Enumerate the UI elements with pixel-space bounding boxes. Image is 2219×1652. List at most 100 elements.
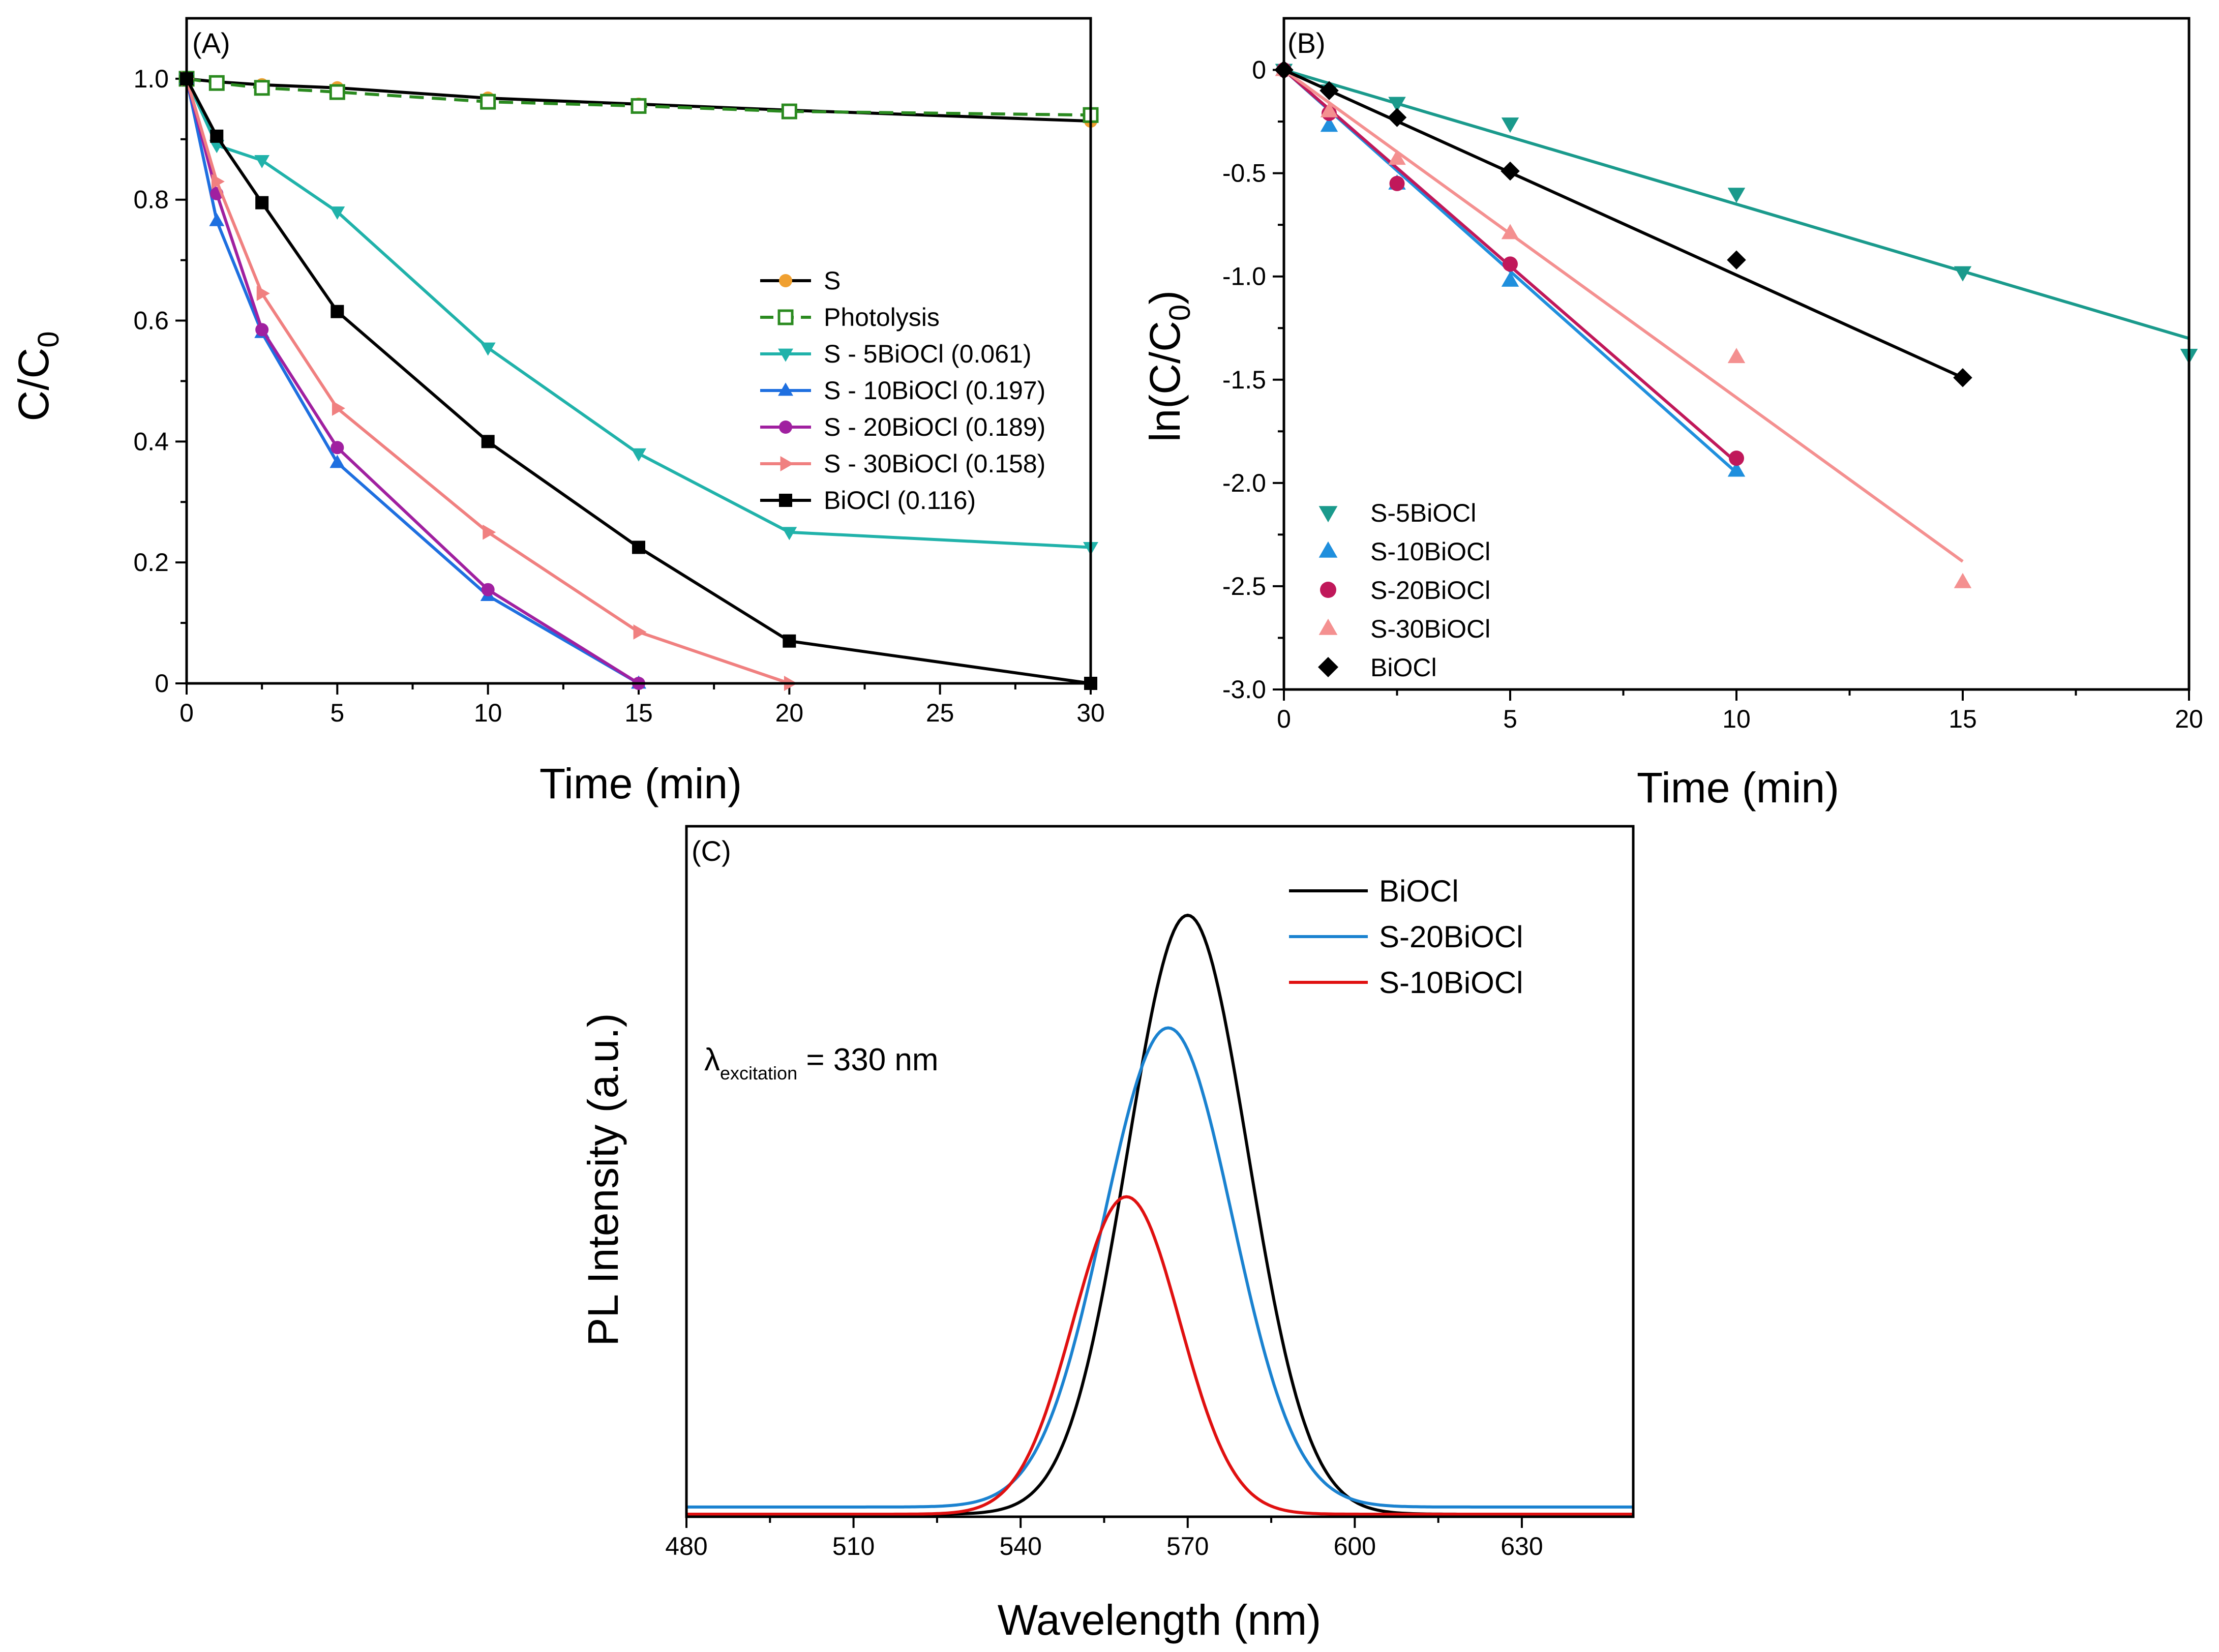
panel-b-S-20BiOCl-point (1389, 175, 1405, 191)
panel-a-BiOCl-point (210, 129, 224, 143)
panel-a-Photolysis-point (254, 80, 270, 96)
panel-b-BiOCl-point (1953, 368, 1972, 387)
legend-marker (777, 309, 794, 325)
panel-b-xtick-label: 0 (1277, 705, 1291, 733)
legend-label: Photolysis (824, 303, 940, 332)
panel-b: ln(C/C0) Time (min) 0 5 10 15 20 0 -0.5 -1.0 -1.… (1141, 17, 2203, 812)
panel-b-xtick-label: 10 (1722, 705, 1751, 733)
panel-b-BiOCl-point (1727, 250, 1746, 269)
legend-marker (778, 382, 793, 396)
panel-a-xtick-label: 10 (474, 699, 502, 727)
panel-a-Photolysis-point (329, 84, 345, 100)
panel-a-ylabel: C/C0 (10, 332, 65, 422)
panel-a-ytick-label: 0 (155, 669, 169, 698)
panel-a: C/C0 Time (min) 0 5 10 15 20 25 30 0 0.2 0.4 0.6 0.… (10, 17, 1105, 807)
panel-c-xtick-label: 600 (1334, 1532, 1376, 1560)
panel-a-xtick-label: 5 (330, 699, 344, 727)
panel-a-S-30BiOCl-point (256, 286, 270, 301)
panel-a-BiOCl-point (481, 435, 495, 448)
panel-b-S-20BiOCl-point (1503, 256, 1518, 272)
panel-c-xtick-label: 630 (1501, 1532, 1543, 1560)
legend-label: BiOCl (0.116) (824, 486, 976, 515)
panel-c-xtick-label: 510 (832, 1532, 875, 1560)
panel-b-S-20BiOCl-point (1729, 450, 1744, 466)
panel-b-S-30BiOCl-point (1388, 149, 1406, 165)
legend-label: BiOCl (1379, 874, 1459, 908)
panel-a-xtick-label: 0 (179, 699, 194, 727)
panel-c: PL Intensity (a.u.) Wavelength (nm) 480 5… (579, 825, 1635, 1644)
panel-b-S-30BiOCl-point (1501, 224, 1519, 239)
panel-b-S-10BiOCl-point (1501, 271, 1519, 287)
panel-a-BiOCl-point (632, 540, 645, 554)
panel-c-xlabel: Wavelength (nm) (998, 1596, 1321, 1644)
legend-label: S-5BiOCl (1370, 499, 1476, 527)
panel-c-curve-S-10BiOCl (686, 1195, 1633, 1516)
panel-b-ytick-label: -1.5 (1222, 366, 1266, 394)
panel-b-S-10BiOCl-point (1320, 116, 1338, 132)
panel-c-ylabel: PL Intensity (a.u.) (579, 1013, 627, 1346)
panel-a-S-30BiOCl-point (332, 401, 345, 416)
legend-marker (1318, 506, 1338, 523)
panel-b-xlabel: Time (min) (1637, 764, 1839, 812)
legend-marker (779, 274, 792, 287)
panel-a-ytick-label: 0.6 (133, 307, 169, 335)
panel-c-annotation: λexcitation = 330 nm (704, 1042, 939, 1084)
panel-b-ytick-label: -2.5 (1222, 572, 1266, 600)
legend-label: BiOCl (1370, 653, 1437, 682)
panel-b-ytick-label: -2.0 (1222, 469, 1266, 497)
panel-a-BiOCl-point (255, 196, 269, 209)
panel-c-xtick-label: 570 (1166, 1532, 1209, 1560)
panel-b-fit-S-5BiOCl (1283, 68, 2190, 340)
panel-a-ytick-label: 1.0 (133, 65, 169, 93)
panel-b-BiOCl-point (1320, 81, 1339, 100)
panel-c-xtick-label: 480 (665, 1532, 707, 1560)
legend-label: S - 20BiOCl (0.189) (824, 413, 1045, 441)
panel-c-curve-S-20BiOCl (686, 1026, 1633, 1509)
panel-a-ytick-label: 0.8 (133, 186, 169, 214)
panel-a-S-5BiOCl-point (480, 342, 496, 356)
panel-b-xtick-label: 20 (2175, 705, 2203, 733)
panel-c-label: (C) (692, 835, 731, 867)
panel-b-BiOCl-point (1387, 108, 1407, 127)
panel-c-axes-frame (685, 825, 1635, 1518)
panel-a-xtick-label: 25 (926, 699, 954, 727)
panel-b-S-30BiOCl-point (1727, 348, 1746, 364)
panel-c-xtick-label: 540 (999, 1532, 1041, 1560)
legend-marker (780, 456, 794, 471)
panel-b-S-30BiOCl-point (1320, 102, 1338, 117)
panel-a-xtick-label: 30 (1076, 699, 1105, 727)
panel-a-S-5BiOCl-point (782, 527, 797, 540)
panel-a-S-10BiOCl-point (209, 213, 225, 226)
panel-a-S-20BiOCl-point (255, 323, 269, 337)
panel-a-S-30BiOCl-point (211, 174, 225, 190)
panel-a-Photolysis-point (208, 75, 225, 91)
panel-b-ylabel: ln(C/C0) (1141, 290, 1196, 442)
legend-marker (1318, 618, 1338, 635)
panel-a-xtick-label: 15 (624, 699, 653, 727)
panel-a-label: (A) (192, 27, 230, 59)
panel-b-S-5BiOCl-point (1954, 266, 1972, 282)
panel-a-Photolysis-point (781, 103, 797, 119)
panel-a-series-BiOCl-line (185, 78, 1091, 685)
legend-label: S-10BiOCl (1370, 537, 1490, 566)
legend-label: S - 30BiOCl (0.158) (824, 449, 1045, 478)
panel-a-S-20BiOCl-point (331, 441, 344, 455)
panel-b-S-30BiOCl-point (1954, 573, 1972, 588)
legend-marker (779, 420, 792, 434)
panel-a-ytick-label: 0.2 (133, 548, 169, 577)
legend-label: S (824, 266, 841, 295)
panel-a-BiOCl-point (331, 305, 344, 318)
panel-b-xtick-label: 5 (1503, 705, 1517, 733)
panel-a-S-30BiOCl-point (633, 624, 647, 640)
panel-b-S-5BiOCl-point (1388, 97, 1406, 112)
legend-marker (1318, 541, 1338, 558)
legend-label: S-20BiOCl (1379, 920, 1523, 954)
panel-b-ytick-label: -1.0 (1222, 262, 1266, 291)
panel-b-S-10BiOCl-point (1727, 461, 1746, 477)
panel-a-BiOCl-point (783, 634, 796, 648)
legend-label: S - 5BiOCl (0.061) (824, 340, 1031, 368)
panel-b-ytick-label: -0.5 (1222, 159, 1266, 188)
panel-a-S-5BiOCl-point (329, 206, 345, 220)
legend-label: S - 10BiOCl (0.197) (824, 376, 1045, 405)
